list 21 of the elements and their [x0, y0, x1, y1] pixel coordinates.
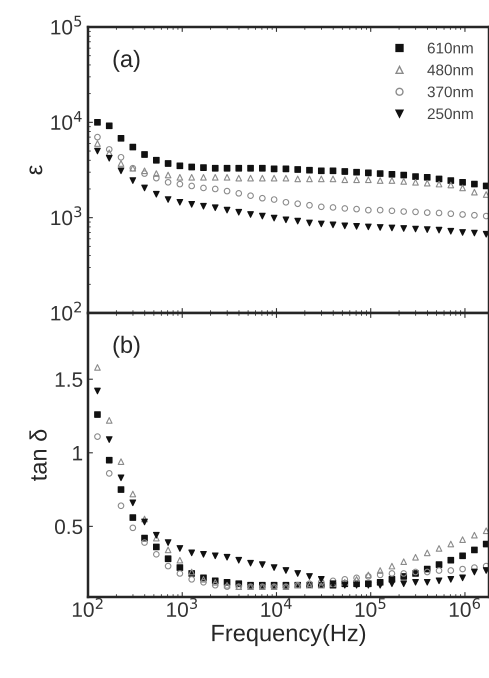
y-axis-title: ε — [29, 165, 42, 174]
annotation: (b) — [114, 336, 140, 358]
y-axis-title: tan δ — [29, 430, 47, 481]
annotation: (a) — [114, 50, 140, 72]
legend-label: 370nm — [428, 86, 473, 98]
x-tick-label: 10$^{2}$ — [72, 598, 103, 618]
y-tick-label: 0.5 — [54, 519, 82, 534]
legend-label: 480nm — [427, 64, 473, 76]
x-axis-title: Frequency(Hz) — [212, 624, 366, 646]
legend-label: 610nm — [428, 42, 473, 54]
y-tick-label: 10$^{3}$ — [51, 206, 82, 226]
x-tick-label: 10$^{4}$ — [261, 598, 292, 618]
y-tick-label: 10$^{2}$ — [51, 302, 81, 321]
x-tick-label: 10$^{6}$ — [450, 598, 480, 618]
y-tick-label: 10$^{5}$ — [51, 16, 82, 35]
y-tick-label: 1.5 — [56, 372, 82, 387]
y-tick-label: 10$^{4}$ — [51, 111, 82, 130]
x-tick-label: 10$^{5}$ — [356, 598, 386, 618]
legend-label: 250nm — [428, 108, 473, 120]
y-tick-label: 1 — [73, 446, 82, 460]
x-tick-label: 10$^{3}$ — [167, 598, 198, 618]
